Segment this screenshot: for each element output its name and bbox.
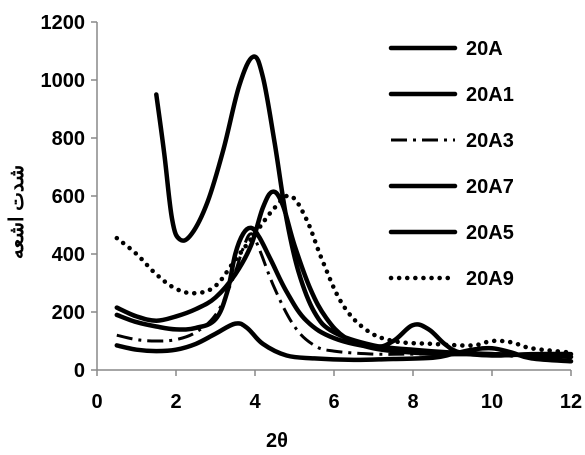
x-axis-label: 2θ	[266, 430, 288, 452]
y-tick-label: 0	[74, 360, 85, 382]
legend: 20A 20A1 20A3 20A7 20A5 20A9	[388, 38, 514, 290]
legend-label-20a1: 20A1	[466, 84, 514, 106]
legend-label-20a7: 20A7	[466, 176, 514, 198]
x-tick-label: 8	[407, 391, 418, 413]
series-layer	[114, 54, 574, 364]
ticks-layer: 0 200 400 600 800 1000 1200 0 2 4 6 8 10 12	[41, 12, 583, 413]
series-line-20a9	[114, 193, 574, 355]
x-tick-label: 12	[560, 391, 582, 413]
x-tick-label: 4	[249, 391, 261, 413]
series-line-20a	[154, 54, 515, 358]
y-tick-label: 800	[52, 128, 85, 150]
x-tick-label: 0	[91, 391, 102, 413]
x-tick-label: 10	[481, 391, 503, 413]
y-axis-label: شدت اشعه	[6, 165, 28, 259]
series-line-20a5	[114, 189, 574, 360]
y-tick-label: 1200	[41, 12, 86, 34]
series-line-20a1	[114, 321, 574, 364]
legend-label-20a: 20A	[466, 38, 503, 60]
legend-label-20a3: 20A3	[466, 130, 514, 152]
y-tick-label: 1000	[41, 70, 86, 92]
y-tick-label: 600	[52, 186, 85, 208]
x-tick-label: 2	[170, 391, 181, 413]
legend-label-20a9: 20A9	[466, 268, 514, 290]
x-tick-label: 6	[328, 391, 339, 413]
legend-label-20a5: 20A5	[466, 222, 514, 244]
y-tick-label: 200	[52, 302, 85, 324]
y-tick-label: 400	[52, 244, 85, 266]
